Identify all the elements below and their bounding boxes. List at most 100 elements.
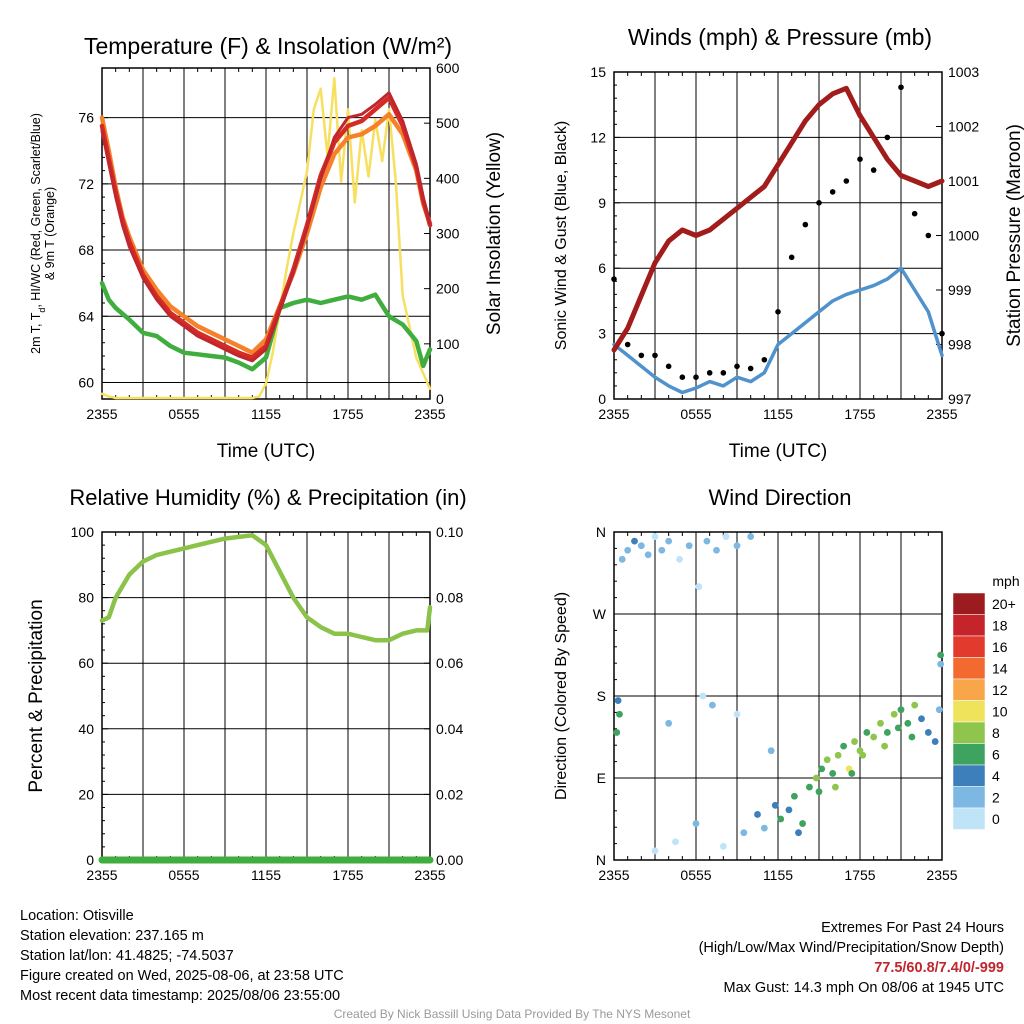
direction-point: [851, 738, 858, 745]
direction-point: [883, 729, 891, 736]
direction-point: [672, 838, 679, 846]
y2-tick-label: 998: [948, 337, 972, 353]
direction-point: [924, 729, 932, 736]
direction-point: [651, 533, 659, 540]
direction-point: [870, 733, 878, 741]
legend-swatch: [952, 657, 986, 680]
direction-point: [719, 842, 727, 850]
series-station-pressure: [611, 85, 945, 353]
direction-point: [733, 710, 741, 718]
y2-tick-label: 500: [436, 115, 460, 131]
y-tick-label: N: [596, 524, 606, 540]
y-axis-label: Percent & Precipitation: [26, 599, 47, 792]
direction-point: [616, 710, 623, 718]
y2-tick-label: 0.00: [436, 852, 463, 868]
y-tick-label: E: [597, 770, 606, 786]
y-tick-label: 0: [598, 391, 606, 407]
direction-point: [760, 824, 768, 832]
x-tick-label: 1755: [844, 867, 875, 883]
x-tick-label: 1155: [763, 867, 793, 883]
x-tick-label: 2355: [414, 867, 445, 883]
legend-title: mph: [992, 573, 1019, 589]
extremes-title: Extremes For Past 24 Hours: [821, 920, 1004, 936]
direction-point: [771, 801, 779, 809]
x-tick-label: 1155: [251, 867, 281, 883]
gust-point: [734, 363, 740, 370]
x-tick-label: 2355: [86, 867, 117, 883]
direction-point: [823, 756, 831, 764]
direction-point: [631, 537, 638, 545]
x-tick-label: 0555: [168, 406, 199, 422]
legend-label: 0: [992, 811, 1000, 827]
y-tick-label: 40: [78, 721, 94, 737]
y2-tick-label: 0.04: [436, 721, 463, 737]
legend-label: 2: [992, 789, 1000, 805]
direction-point: [651, 847, 659, 855]
y2-tick-label: 0.10: [436, 524, 463, 540]
gust-point: [816, 200, 822, 206]
direction-point: [613, 729, 621, 736]
y-tick-label: S: [597, 688, 606, 704]
direction-point: [658, 546, 666, 554]
direction-point: [791, 792, 798, 800]
direction-point: [848, 770, 856, 777]
x-tick-label: 2355: [926, 867, 957, 883]
extremes-info: Extremes For Past 24 Hours (High/Low/Max…: [699, 918, 1004, 998]
direction-point: [722, 533, 730, 540]
gust-point: [884, 134, 891, 141]
direction-point: [829, 770, 837, 777]
y-axis-label-subscript: d: [37, 308, 47, 313]
location-label: Location: Otisville: [20, 908, 134, 924]
legend-swatch: [952, 807, 986, 830]
direction-point: [795, 829, 802, 837]
direction-point: [699, 692, 707, 700]
created-label: Figure created on Wed, 2025-08-06, at 23…: [20, 968, 344, 984]
direction-point: [881, 742, 888, 750]
direction-point: [665, 537, 673, 545]
y-tick-label: 20: [78, 786, 94, 802]
legend-label: 4: [992, 768, 1000, 784]
direction-point: [799, 820, 806, 827]
gust-point: [693, 374, 699, 381]
chart-title: Temperature (F) & Insolation (W/m²): [84, 33, 452, 59]
x-tick-label: 1755: [332, 406, 363, 422]
gust-point: [679, 374, 686, 381]
y-axis-label: Sonic Wind & Gust (Blue, Black): [553, 121, 570, 350]
y2-tick-label: 300: [436, 226, 460, 242]
chart-title: Winds (mph) & Pressure (mb): [628, 24, 932, 50]
direction-point: [931, 738, 939, 745]
gust-point: [857, 156, 863, 162]
series-dewpoint: [99, 280, 433, 372]
extremes-values: 77.5/60.8/7.4/0/-999: [874, 960, 1004, 976]
x-tick-label: 2355: [926, 406, 957, 422]
gust-point: [911, 210, 918, 217]
direction-point: [911, 701, 919, 709]
direction-point: [685, 542, 693, 550]
direction-point: [918, 715, 925, 723]
y-tick-label: 12: [590, 129, 606, 145]
gust-point: [802, 221, 809, 228]
y2-tick-label: 1000: [948, 228, 979, 244]
direction-point: [840, 742, 847, 750]
direction-point: [812, 774, 820, 782]
y2-tick-label: 400: [436, 170, 460, 186]
legend-swatch: [952, 721, 986, 744]
x-tick-label: 0555: [168, 867, 199, 883]
direction-point: [904, 719, 912, 727]
direction-point: [897, 706, 905, 714]
y-tick-label: 60: [78, 655, 94, 671]
x-tick-label: 1155: [763, 406, 793, 422]
y2-tick-label: 100: [436, 336, 460, 352]
direction-point: [747, 533, 755, 540]
direction-point: [937, 660, 945, 668]
gust-point: [720, 370, 727, 376]
direction-point: [877, 719, 884, 727]
credit-line: Created By Nick Bassill Using Data Provi…: [333, 1007, 691, 1021]
direction-point: [777, 815, 785, 823]
direction-point: [695, 583, 703, 591]
x-tick-label: 1155: [251, 406, 281, 422]
gust-point: [706, 370, 713, 376]
y2-tick-label: 1003: [948, 64, 979, 80]
direction-point: [618, 555, 626, 563]
x-tick-label: 1755: [332, 867, 363, 883]
